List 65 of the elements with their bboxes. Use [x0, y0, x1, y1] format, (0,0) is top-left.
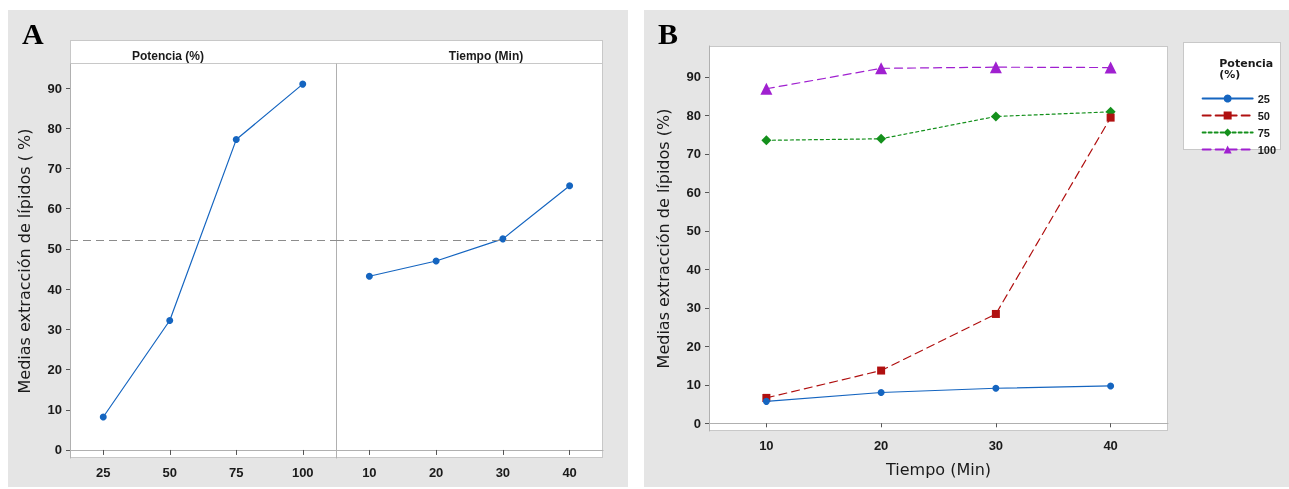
x-tick-label: 50: [162, 465, 177, 480]
point: [877, 366, 886, 375]
point: [990, 111, 1001, 122]
point: [499, 235, 507, 243]
point: [989, 61, 1002, 74]
point: [1106, 113, 1115, 122]
point: [761, 135, 772, 146]
y-axis-title: Medias extracción de lípidos ( %): [14, 128, 34, 394]
y-tick-label: 30: [686, 300, 701, 316]
legend-title: Potencia (%): [1219, 57, 1278, 81]
y-tick-label: 90: [686, 69, 701, 85]
x-tick-label: 40: [1103, 438, 1118, 453]
x-tick-label: 20: [428, 465, 444, 480]
y-tick-label: 20: [686, 338, 701, 354]
point: [760, 82, 773, 95]
chart-title: Tiempo (Min): [448, 49, 524, 63]
y-tick-label: 40: [47, 281, 62, 297]
x-tick-label: 30: [495, 465, 511, 480]
x-tick-label: 40: [562, 465, 577, 480]
y-tick-label: 0: [54, 442, 62, 458]
y-tick-label: 50: [686, 223, 701, 239]
x-tick-label: 100: [291, 465, 314, 480]
y-tick-label: 90: [47, 80, 62, 96]
point: [875, 62, 888, 75]
y-tick-label: 40: [686, 261, 701, 277]
y-tick-label: 60: [686, 184, 701, 200]
y-tick-label: 10: [47, 402, 62, 418]
y-tick-label: 80: [686, 107, 701, 123]
legend-label: 50: [1257, 109, 1270, 122]
y-tick-label: 0: [693, 415, 701, 431]
legend-label: 100: [1257, 143, 1277, 156]
point: [166, 317, 174, 324]
x-axis-title: Tiempo (Min): [884, 459, 992, 479]
y-tick-label: 60: [47, 201, 62, 217]
y-axis-title: Medias extracción de lípidos (%): [653, 108, 673, 369]
y-tick-label: 80: [47, 120, 62, 136]
point: [1104, 61, 1117, 74]
point: [876, 133, 887, 144]
y-tick-label: 50: [47, 241, 62, 257]
point: [762, 397, 770, 405]
x-tick-label: 20: [873, 438, 889, 453]
point: [99, 413, 107, 421]
y-tick-label: 20: [47, 362, 62, 378]
point: [566, 182, 574, 190]
y-tick-label: 70: [686, 146, 701, 162]
chart-title: Potencia (%): [131, 49, 205, 63]
point: [365, 272, 373, 280]
x-tick-label: 75: [229, 465, 244, 480]
x-tick-label: 25: [96, 465, 111, 480]
x-tick-label: 10: [362, 465, 377, 480]
text: A: [22, 16, 44, 50]
text: B: [658, 16, 679, 50]
point: [299, 80, 307, 88]
legend-label: 25: [1257, 92, 1270, 105]
y-tick-label: 70: [47, 161, 62, 177]
point: [232, 136, 240, 144]
legend-label: 75: [1257, 126, 1270, 139]
x-tick-label: 10: [759, 438, 774, 453]
point: [1107, 382, 1115, 390]
point: [877, 389, 885, 396]
point: [992, 384, 1000, 392]
y-tick-label: 10: [686, 377, 701, 393]
point: [991, 309, 1000, 318]
y-tick-label: 30: [47, 321, 62, 337]
x-tick-label: 30: [988, 438, 1004, 453]
